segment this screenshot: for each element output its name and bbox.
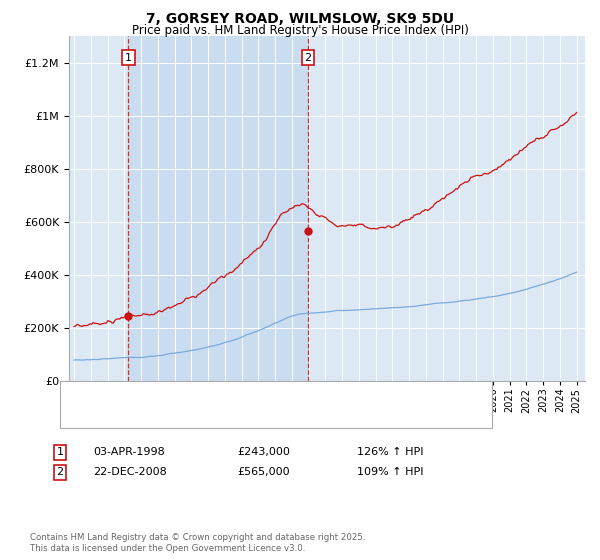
Text: ——: —— <box>69 411 97 425</box>
Text: 1: 1 <box>125 53 132 63</box>
Text: 03-APR-1998: 03-APR-1998 <box>93 447 165 458</box>
Text: 7, GORSEY ROAD, WILMSLOW, SK9 5DU (detached house): 7, GORSEY ROAD, WILMSLOW, SK9 5DU (detac… <box>96 389 398 399</box>
Text: ——: —— <box>69 387 97 401</box>
Text: 2: 2 <box>305 53 311 63</box>
Text: Contains HM Land Registry data © Crown copyright and database right 2025.
This d: Contains HM Land Registry data © Crown c… <box>30 533 365 553</box>
Text: 126% ↑ HPI: 126% ↑ HPI <box>357 447 424 458</box>
Text: £243,000: £243,000 <box>237 447 290 458</box>
Bar <box>128 36 308 381</box>
Text: 1: 1 <box>56 447 64 458</box>
Text: Price paid vs. HM Land Registry's House Price Index (HPI): Price paid vs. HM Land Registry's House … <box>131 24 469 36</box>
Text: 22-DEC-2008: 22-DEC-2008 <box>93 467 167 477</box>
Text: 2: 2 <box>56 467 64 477</box>
Text: 7, GORSEY ROAD, WILMSLOW, SK9 5DU: 7, GORSEY ROAD, WILMSLOW, SK9 5DU <box>146 12 454 26</box>
Text: 109% ↑ HPI: 109% ↑ HPI <box>357 467 424 477</box>
Text: HPI: Average price, detached house, Cheshire East: HPI: Average price, detached house, Ches… <box>96 413 361 423</box>
Text: £565,000: £565,000 <box>237 467 290 477</box>
